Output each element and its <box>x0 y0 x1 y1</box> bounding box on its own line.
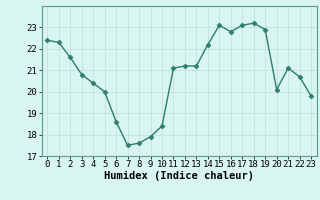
X-axis label: Humidex (Indice chaleur): Humidex (Indice chaleur) <box>104 171 254 181</box>
